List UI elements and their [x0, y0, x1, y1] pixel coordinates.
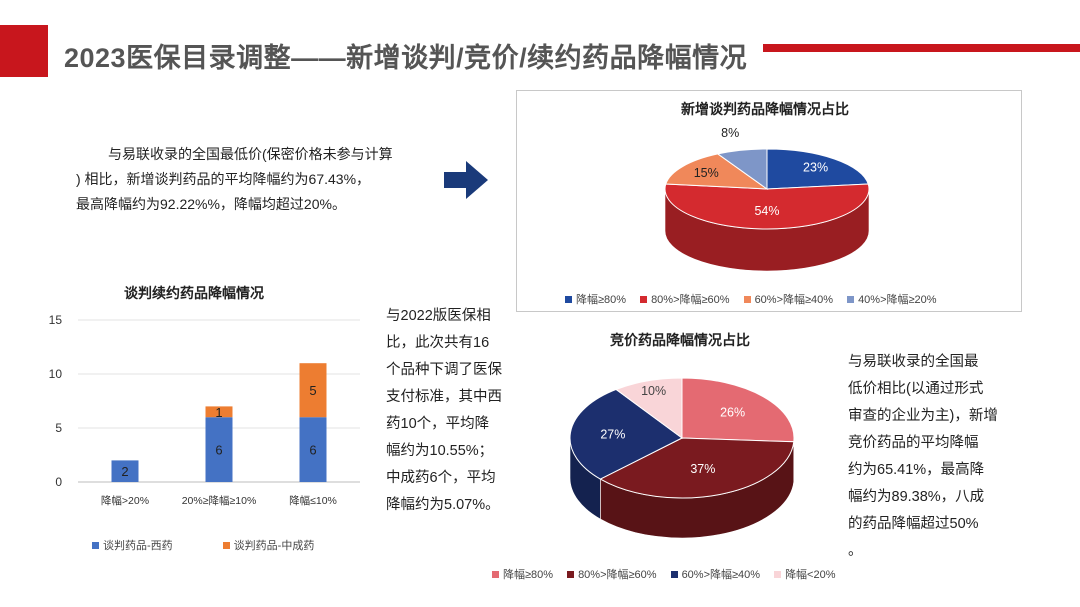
pie-data-label: 26%	[720, 406, 745, 420]
middle-summary-text: 与2022版医保相 比，此次共有16 个品种下调了医保 支付标准，其中西 药10…	[386, 303, 516, 519]
y-tick-label: 0	[55, 475, 62, 489]
legend-swatch	[567, 570, 575, 578]
mid-line-3: 个品种下调了医保	[386, 362, 502, 378]
legend-label: 40%>降幅≥20%	[858, 294, 937, 306]
legend-item: 降幅<20%	[774, 566, 836, 582]
pie-data-label: 37%	[690, 462, 715, 476]
legend-swatch	[92, 541, 99, 549]
pie-slice	[681, 377, 795, 443]
pie-slice	[615, 377, 683, 439]
bar-chart-legend: 谈判药品-西药 谈判药品-中成药	[92, 537, 314, 553]
pie2-legend: 降幅≥80% 80%>降幅≥60% 60%>降幅≥40% 降幅<20%	[492, 566, 836, 582]
y-tick-label: 15	[49, 313, 63, 327]
bar-segment	[205, 417, 233, 482]
right-line-8: 。	[848, 543, 863, 559]
pie-data-label: 54%	[754, 204, 779, 218]
mid-line-7: 中成药6个，平均	[386, 470, 496, 486]
bidding-pie-chart: 26% 37% 27% 10%	[569, 377, 795, 539]
legend-label: 降幅<20%	[785, 569, 836, 581]
bar-data-label: 6	[309, 443, 316, 458]
bar-data-label: 1	[215, 405, 222, 420]
right-line-2: 低价相比(以通过形式	[848, 381, 984, 397]
right-line-1: 与易联收录的全国最	[848, 354, 979, 370]
legend-item: 80%>降幅≥60%	[567, 566, 657, 582]
legend-label: 80%>降幅≥60%	[578, 569, 657, 581]
pie-data-label: 27%	[600, 427, 625, 441]
pie1-legend: 降幅≥80% 80%>降幅≥60% 60%>降幅≥40% 40%>降幅≥20%	[565, 291, 937, 307]
pie-slice	[569, 388, 683, 480]
negotiated-pie-panel: 新增谈判药品降幅情况占比 23% 54% 15% 8% 降幅≥80% 80%>降幅≥60…	[516, 90, 1022, 312]
legend-swatch	[774, 570, 782, 578]
bar-chart: 0 5 10 15 2 降幅>20% 6 1 20%≥降幅≥10% 6 5 降幅≤10%	[49, 313, 360, 507]
legend-swatch	[565, 295, 572, 303]
legend-swatch	[492, 570, 499, 578]
pie-slice	[716, 148, 768, 190]
legend-item: 80%>降幅≥60%	[640, 291, 730, 307]
legend-swatch	[743, 295, 751, 303]
x-tick-label: 20%≥降幅≥10%	[182, 494, 257, 507]
legend-item: 降幅≥80%	[565, 291, 626, 307]
bar-segment	[111, 460, 139, 482]
pie-data-label: 23%	[803, 160, 828, 174]
x-tick-label: 降幅>20%	[101, 494, 149, 507]
legend-item: 降幅≥80%	[492, 566, 553, 582]
pie-slice	[665, 153, 769, 190]
pie-slice	[664, 183, 870, 230]
bar-segment	[299, 417, 327, 482]
y-tick-label: 5	[55, 421, 62, 435]
bar-segment	[299, 363, 327, 418]
legend-swatch	[222, 541, 230, 549]
mid-line-6: 幅约为10.55%；	[386, 443, 494, 459]
left-line-3: 最高降幅约为92.22%%，降幅均超过20%。	[76, 196, 346, 212]
legend-item-tcm: 谈判药品-中成药	[222, 537, 315, 553]
legend-label: 降幅≥80%	[576, 294, 627, 306]
legend-label: 谈判药品-中成药	[233, 540, 315, 552]
pie-data-label: 15%	[694, 166, 719, 180]
right-summary-text: 与易联收录的全国最 低价相比(以通过形式 审查的企业为主)，新增 竞价药品的平均…	[848, 349, 1008, 565]
bar-data-label: 5	[309, 383, 316, 398]
mid-line-2: 比，此次共有16	[386, 335, 490, 351]
right-line-3: 审查的企业为主)，新增	[848, 408, 998, 424]
legend-label: 80%>降幅≥60%	[651, 294, 730, 306]
legend-swatch	[670, 570, 678, 578]
legend-label: 60%>降幅≥40%	[681, 569, 761, 581]
legend-item-western: 谈判药品-西药	[92, 537, 173, 553]
y-tick-label: 10	[49, 367, 63, 381]
bar-data-label: 2	[121, 464, 128, 479]
bar-chart-title: 谈判续约药品降幅情况	[124, 285, 264, 301]
left-line-2: ) 相比，新增谈判药品的平均降幅约为67.43%，	[76, 171, 371, 187]
pie-data-label: 10%	[641, 384, 666, 398]
pie-slice	[766, 148, 869, 190]
left-summary-text: 与易联收录的全国最低价(保密价格未参与计算 ) 相比，新增谈判药品的平均降幅约为…	[76, 142, 406, 217]
mid-line-4: 支付标准，其中西	[386, 389, 502, 405]
legend-item: 40%>降幅≥20%	[847, 291, 937, 307]
right-line-6: 幅约为89.38%，八成	[848, 489, 985, 505]
legend-item: 60%>降幅≥40%	[670, 566, 761, 582]
mid-line-5: 药10个，平均降	[386, 416, 490, 432]
right-line-5: 约为65.41%，最高降	[848, 462, 985, 478]
pie-slice	[599, 437, 795, 499]
bar-segment	[205, 406, 233, 418]
legend-swatch	[640, 295, 648, 303]
legend-swatch	[847, 295, 855, 303]
negotiated-pie-chart: 23% 54% 15% 8%	[664, 126, 870, 272]
right-line-4: 竞价药品的平均降幅	[848, 435, 979, 451]
pie-data-label: 8%	[721, 126, 739, 140]
mid-line-8: 降幅约为5.07%。	[386, 497, 500, 513]
header-accent-line	[763, 44, 1080, 52]
right-arrow-icon	[444, 161, 488, 199]
x-tick-label: 降幅≤10%	[289, 494, 337, 507]
pie1-title: 新增谈判药品降幅情况占比	[681, 101, 849, 117]
right-line-7: 的药品降幅超过50%	[848, 516, 979, 532]
page-title: 2023医保目录调整——新增谈判/竞价/续约药品降幅情况	[64, 43, 748, 73]
left-line-1: 与易联收录的全国最低价(保密价格未参与计算	[108, 146, 393, 162]
pie2-title: 竞价药品降幅情况占比	[610, 332, 750, 348]
mid-line-1: 与2022版医保相	[386, 308, 491, 324]
legend-label: 降幅≥80%	[503, 569, 554, 581]
legend-label: 60%>降幅≥40%	[754, 294, 834, 306]
legend-item: 60%>降幅≥40%	[743, 291, 834, 307]
bar-data-label: 6	[215, 443, 222, 458]
header-accent-block	[0, 25, 48, 77]
legend-label: 谈判药品-西药	[103, 540, 173, 552]
